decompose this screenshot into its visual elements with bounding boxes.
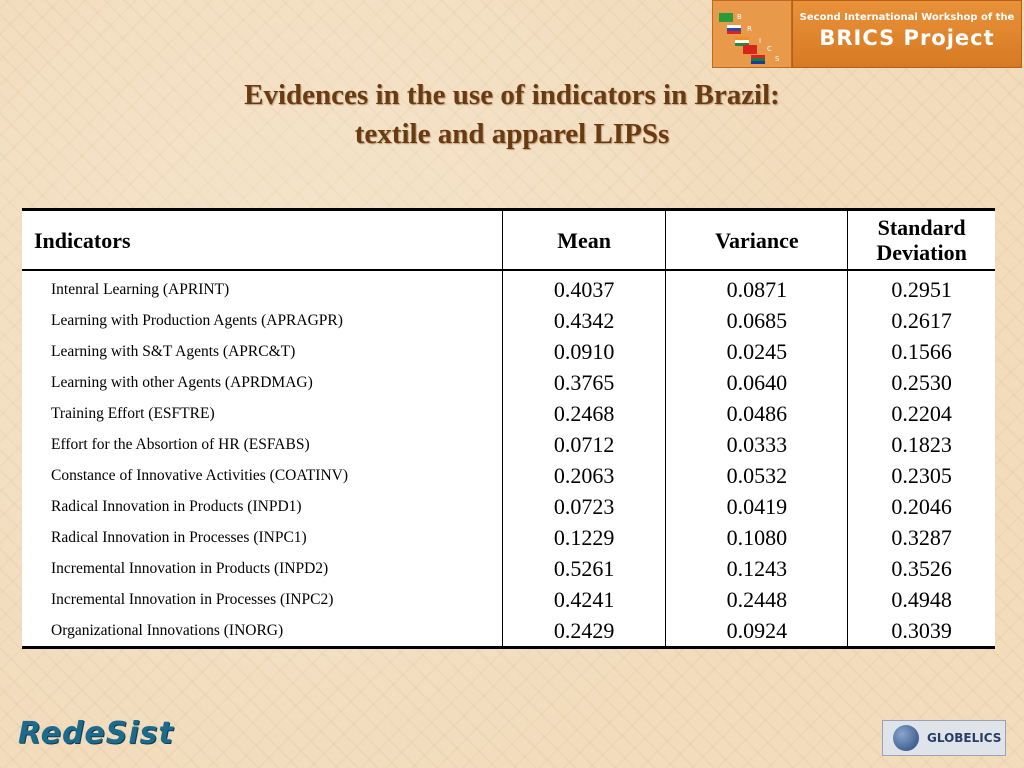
table-row: Intenral Learning (APRINT) 0.4037 0.0871 0.… <box>22 270 995 305</box>
indicator-name: Incremental Innovation in Products (INPD… <box>51 559 329 577</box>
table-row: Radical Innovation in Processes (INPC1) 0… <box>22 522 995 553</box>
table-row: Learning with Production Agents (APRAGPR… <box>22 305 995 336</box>
value-cell: 0.0419 <box>665 491 848 522</box>
value-cell: 0.0924 <box>665 615 848 648</box>
value-cell: 0.1823 <box>847 429 995 460</box>
table-row: Constance of Innovative Activities (COAT… <box>22 460 995 491</box>
table-row: Effort for the Absortion of HR (ESFABS) 0… <box>22 429 995 460</box>
flag <box>719 13 733 22</box>
flag <box>735 37 749 46</box>
slide-title: Evidences in the use of indicators in Br… <box>0 76 1024 154</box>
banner-line: BRICS Project <box>819 26 995 50</box>
indicator-name: Radical Innovation in Products (INPD1) <box>51 497 302 515</box>
indicator-name: Organizational Innovations (INORG) <box>51 621 284 639</box>
value-cell: 0.3765 <box>501 367 666 398</box>
flag <box>751 55 765 64</box>
indicator-name: Intenral Learning (APRINT) <box>51 280 230 298</box>
value-cell: 0.1229 <box>501 522 666 553</box>
banner-text: Second International Workshop of the BRI… <box>792 0 1022 68</box>
value-cell: 0.0245 <box>665 336 848 367</box>
logo-letter: R <box>747 25 752 33</box>
value-cell: 0.1243 <box>665 553 848 584</box>
indicator-name: Learning with other Agents (APRDMAG) <box>51 373 313 391</box>
value-cell: 0.2063 <box>501 460 666 491</box>
value-cell: 0.3287 <box>847 522 995 553</box>
table-row: Incremental Innovation in Processes (INP… <box>22 584 995 615</box>
value-cell: 0.3526 <box>847 553 995 584</box>
value-cell: 0.4342 <box>501 305 666 336</box>
globelics-logo: GLOBELICS <box>882 720 1006 756</box>
table-head: Indicators Mean Variance Standard Deviation <box>22 209 995 271</box>
value-cell: 0.3039 <box>847 615 995 648</box>
indicator-name: Training Effort (ESFTRE) <box>51 404 215 422</box>
value-cell: 0.2448 <box>665 584 848 615</box>
flag <box>727 25 741 34</box>
value-cell: 0.2305 <box>847 460 995 491</box>
value-cell: 0.2951 <box>847 270 995 305</box>
value-cell: 0.0685 <box>665 305 848 336</box>
title-line: textile and apparel LIPSs <box>354 118 670 150</box>
value-cell: 0.0910 <box>501 336 666 367</box>
value-cell: 0.0723 <box>501 491 666 522</box>
table-row: Learning with S&T Agents (APRC&T) 0.0910 0… <box>22 336 995 367</box>
table-row: Radical Innovation in Products (INPD1) 0.… <box>22 491 995 522</box>
value-cell: 0.5261 <box>501 553 666 584</box>
value-cell: 0.2204 <box>847 398 995 429</box>
header-row: Indicators Mean Variance Standard Deviation <box>22 209 995 271</box>
value-cell: 0.0532 <box>665 460 848 491</box>
column-header: Variance <box>665 209 848 271</box>
value-cell: 0.0333 <box>665 429 848 460</box>
value-cell: 0.2617 <box>847 305 995 336</box>
table-body: Intenral Learning (APRINT) 0.4037 0.0871 0.… <box>22 270 995 648</box>
value-cell: 0.0871 <box>665 270 848 305</box>
value-cell: 0.1566 <box>847 336 995 367</box>
column-header: Standard Deviation <box>847 209 995 271</box>
value-cell: 0.0712 <box>501 429 666 460</box>
banner-line: Second International Workshop of the <box>799 12 1015 23</box>
table-row: Learning with other Agents (APRDMAG) 0.37… <box>22 367 995 398</box>
value-cell: 0.2429 <box>501 615 666 648</box>
table-row: Organizational Innovations (INORG) 0.2429… <box>22 615 995 648</box>
value-cell: 0.4948 <box>847 584 995 615</box>
value-cell: 0.4241 <box>501 584 666 615</box>
value-cell: 0.0486 <box>665 398 848 429</box>
logo-letter: B <box>737 13 742 21</box>
value-cell: 0.2468 <box>501 398 666 429</box>
globe-icon <box>893 725 919 751</box>
indicator-name: Constance of Innovative Activities (COAT… <box>51 466 349 484</box>
value-cell: 0.1080 <box>665 522 848 553</box>
column-header: Mean <box>501 209 666 271</box>
flag <box>743 45 757 54</box>
logo-text: GLOBELICS <box>927 731 1002 745</box>
indicator-name: Incremental Innovation in Processes (INP… <box>51 590 334 608</box>
redesist-logo: RedeSist <box>18 716 174 751</box>
value-cell: 0.0640 <box>665 367 848 398</box>
value-cell: 0.4037 <box>501 270 666 305</box>
title-line: Evidences in the use of indicators in Br… <box>244 79 780 111</box>
logo-letter: I <box>759 37 762 45</box>
indicator-name: Learning with Production Agents (APRAGPR… <box>51 311 343 329</box>
column-header: Indicators <box>22 209 503 271</box>
indicator-name: Radical Innovation in Processes (INPC1) <box>51 528 307 546</box>
table-row: Training Effort (ESFTRE) 0.2468 0.0486 0.22… <box>22 398 995 429</box>
indicator-name: Learning with S&T Agents (APRC&T) <box>51 342 296 360</box>
indicators-table: Indicators Mean Variance Standard Deviation… <box>22 208 995 649</box>
logo-letter: S <box>775 55 780 63</box>
table-row: Incremental Innovation in Products (INPD… <box>22 553 995 584</box>
value-cell: 0.2530 <box>847 367 995 398</box>
value-cell: 0.2046 <box>847 491 995 522</box>
indicator-name: Effort for the Absortion of HR (ESFABS) <box>51 435 310 453</box>
logo-letter: C <box>767 45 772 53</box>
